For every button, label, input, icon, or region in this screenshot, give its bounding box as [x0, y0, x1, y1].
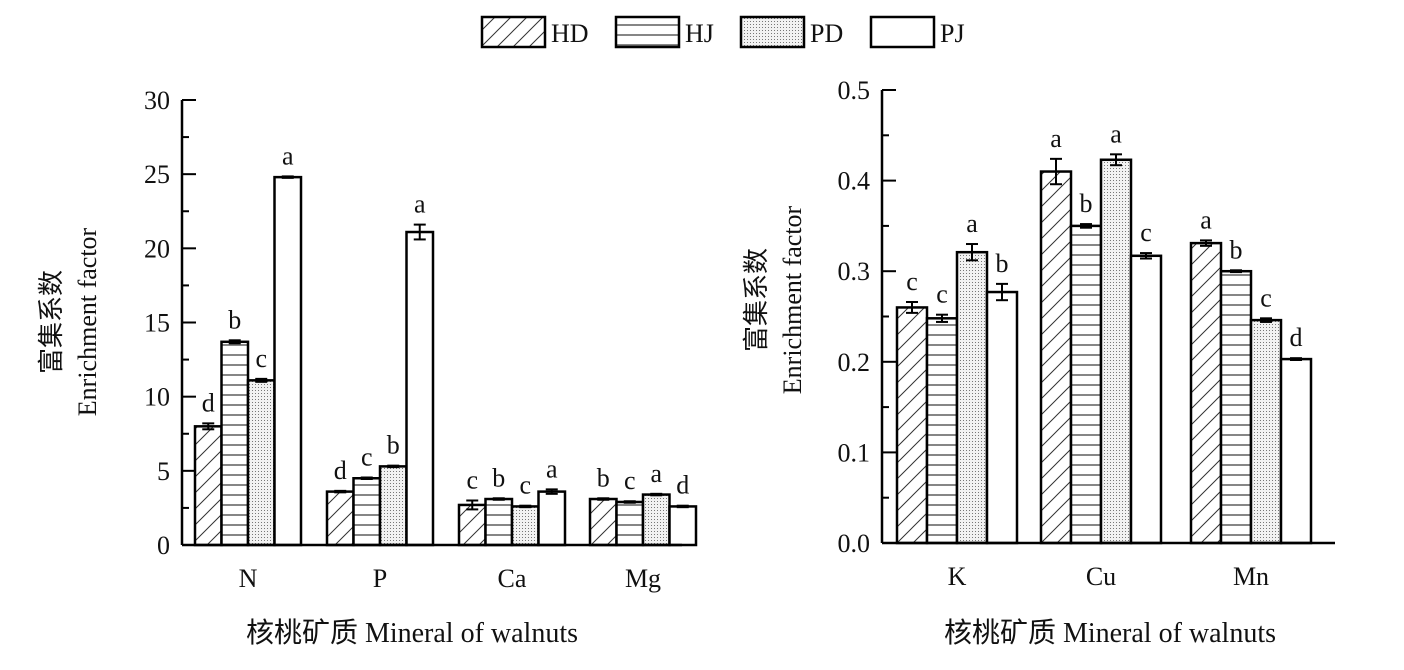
legend: HD HJ PD PJ	[480, 15, 965, 49]
bar-hd-cu	[1039, 170, 1073, 545]
bar-pd-ca	[510, 505, 540, 547]
significance-letter: c	[906, 267, 918, 296]
bar-hj-p	[352, 477, 382, 547]
legend-swatch-pj	[869, 15, 936, 49]
chart-macro-minerals: 富集系数 Enrichment factor 核桃矿质 Mineral of w…	[37, 86, 698, 649]
y-tick-label: 0.2	[838, 348, 871, 377]
significance-letter: a	[650, 459, 662, 488]
bar-hj-n	[220, 340, 250, 547]
chart-micro-minerals: 富集系数 Enrichment factor 核桃矿质 Mineral of w…	[742, 76, 1335, 649]
significance-letter: c	[1260, 283, 1272, 312]
x-tick-label: Mn	[1233, 562, 1269, 591]
significance-letter: a	[1050, 124, 1062, 153]
legend-label-hd: HD	[551, 19, 589, 48]
significance-letter: c	[466, 466, 478, 495]
x-tick-label: P	[373, 564, 387, 593]
y-tick-label: 0.1	[838, 438, 871, 467]
bar-pj-mg	[668, 505, 698, 547]
y-axis-label: Enrichment factor	[73, 227, 102, 416]
legend-swatch-hd	[480, 15, 547, 49]
x-tick-label: K	[948, 562, 967, 591]
significance-letter: b	[228, 305, 241, 334]
legend-swatch-hj	[614, 15, 681, 49]
bar-pd-p	[378, 465, 408, 547]
legend-item-hj: HJ	[614, 15, 714, 49]
significance-letter: b	[387, 431, 400, 460]
bar-pj-n	[273, 175, 303, 547]
significance-letter: c	[624, 466, 636, 495]
bar-hd-mg	[588, 497, 618, 547]
y-tick-label: 0.5	[838, 76, 871, 105]
bar-hd-k	[895, 306, 929, 545]
x-tick-label: Ca	[498, 564, 527, 593]
bar-hd-ca	[457, 503, 487, 547]
bar-hd-p	[325, 490, 355, 547]
y-tick-label: 10	[144, 383, 170, 412]
bar-pd-n	[246, 379, 276, 547]
y-tick-label: 0.0	[838, 529, 871, 558]
bar-hj-cu	[1069, 224, 1103, 545]
x-tick-label: N	[239, 564, 258, 593]
y-tick-label: 20	[144, 234, 170, 263]
bar-hj-mg	[615, 500, 645, 547]
bar-pj-k	[985, 290, 1019, 545]
x-axis-label: 核桃矿质 Mineral of walnuts	[944, 617, 1276, 649]
significance-letter: b	[492, 463, 505, 492]
significance-letter: d	[202, 388, 215, 417]
y-tick-label: 0	[157, 531, 170, 560]
bar-pd-cu	[1099, 158, 1133, 545]
y-tick-label: 0.3	[838, 257, 871, 286]
significance-letter: b	[1080, 189, 1093, 218]
y-axis-label-cn: 富集系数	[742, 248, 771, 352]
x-tick-label: Mg	[625, 564, 661, 593]
y-tick-label: 5	[157, 457, 170, 486]
bar-hj-ca	[484, 497, 514, 547]
legend-label-pj: PJ	[940, 19, 965, 48]
legend-label-pd: PD	[810, 19, 843, 48]
significance-letter: d	[1290, 323, 1303, 352]
significance-letter: c	[1140, 218, 1152, 247]
significance-letter: d	[676, 471, 689, 500]
significance-letter: c	[255, 344, 267, 373]
bar-pd-k	[955, 250, 989, 545]
bar-pd-mn	[1249, 318, 1283, 545]
significance-letter: b	[1230, 235, 1243, 264]
y-axis-label-cn: 富集系数	[37, 270, 66, 374]
significance-letter: c	[936, 280, 948, 309]
y-axis-label: Enrichment factor	[778, 205, 807, 394]
bar-pj-ca	[537, 490, 567, 547]
bar-hj-mn	[1219, 269, 1253, 545]
legend-item-pd: PD	[739, 15, 843, 49]
legend-item-hd: HD	[480, 15, 589, 49]
bar-hd-mn	[1189, 241, 1223, 545]
significance-letter: a	[546, 454, 558, 483]
legend-label-hj: HJ	[685, 19, 714, 48]
significance-letter: d	[334, 456, 347, 485]
y-tick-label: 25	[144, 160, 170, 189]
y-tick-label: 30	[144, 86, 170, 115]
bar-hj-k	[925, 317, 959, 545]
significance-letter: b	[996, 249, 1009, 278]
y-tick-label: 0.4	[838, 167, 871, 196]
significance-letter: a	[414, 190, 426, 219]
bar-pj-p	[405, 230, 435, 547]
legend-item-pj: PJ	[869, 15, 965, 49]
significance-letter: c	[361, 443, 373, 472]
x-tick-label: Cu	[1086, 562, 1116, 591]
y-tick-label: 15	[144, 309, 170, 338]
significance-letter: a	[1110, 119, 1122, 148]
legend-swatch-pd	[739, 15, 806, 49]
x-axis-label: 核桃矿质 Mineral of walnuts	[246, 617, 578, 649]
bar-pj-cu	[1129, 254, 1163, 545]
significance-letter: a	[282, 141, 294, 170]
significance-letter: a	[1200, 205, 1212, 234]
significance-letter: b	[597, 463, 610, 492]
bar-pd-mg	[641, 493, 671, 547]
significance-letter: a	[966, 209, 978, 238]
significance-letter: c	[519, 471, 531, 500]
bar-hd-n	[193, 425, 223, 547]
bar-pj-mn	[1279, 357, 1313, 545]
